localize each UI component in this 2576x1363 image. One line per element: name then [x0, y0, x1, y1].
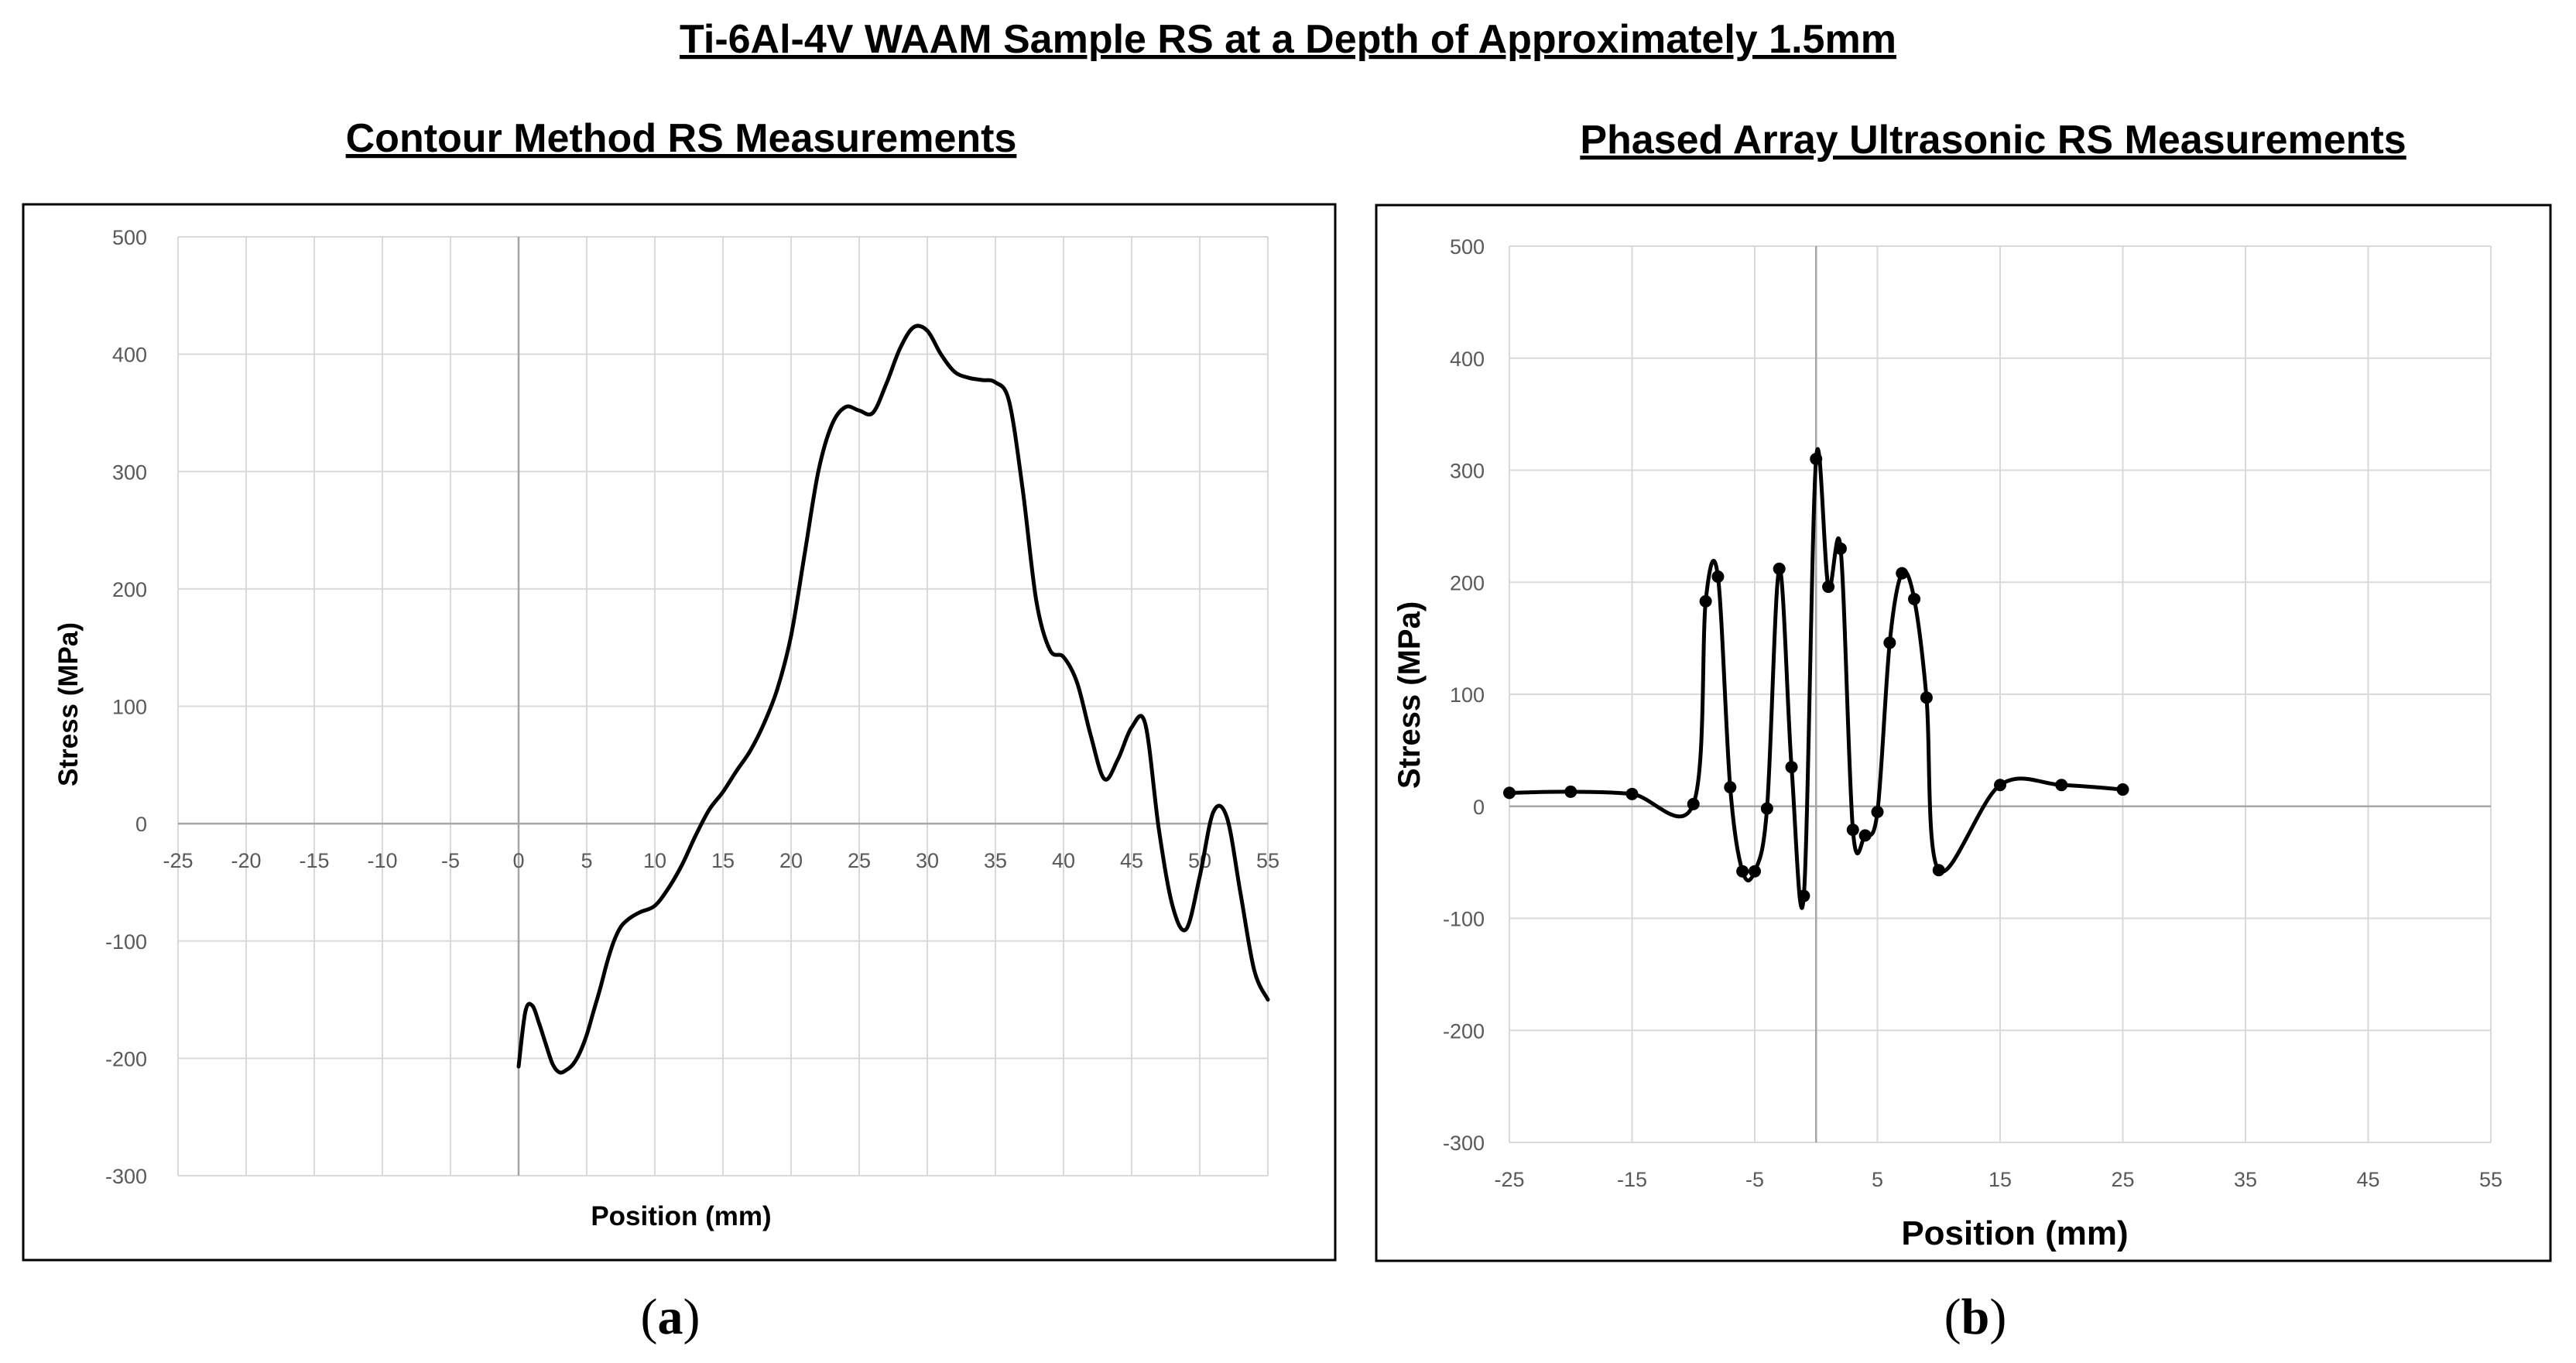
chart-a-xtick-label: 5 — [581, 849, 592, 872]
chart-a-ytick-label: 300 — [112, 461, 147, 484]
chart-a-series-line — [516, 324, 1270, 1075]
chart-b-xtick-label: 55 — [2479, 1168, 2502, 1191]
chart-a-xtick-label: 45 — [1120, 849, 1143, 872]
chart-b-data-point — [1687, 797, 1700, 810]
chart-b-xtick-label: 15 — [1989, 1168, 2012, 1191]
chart-b-data-point — [1834, 542, 1847, 555]
chart-b-data-point — [1920, 691, 1933, 704]
chart-b-data-point — [1810, 453, 1823, 466]
chart-b-xtick-label: 5 — [1872, 1168, 1883, 1191]
chart-b-data-point — [1858, 829, 1872, 842]
chart-b-data-point — [1846, 824, 1859, 837]
chart-panel-b: Phased Array Ultrasonic RS Measurements … — [1375, 118, 2552, 1262]
chart-b-data-point — [1871, 805, 1884, 818]
figure-title: Ti-6Al-4V WAAM Sample RS at a Depth of A… — [680, 17, 1896, 62]
chart-b-data-point — [1994, 779, 2006, 792]
chart-a-ytick-label: -100 — [105, 930, 147, 954]
chart-a-xtick-label: -10 — [367, 849, 397, 872]
chart-b-data-point — [1797, 889, 1810, 902]
chart-b-frame — [1375, 204, 2552, 1262]
chart-b-data-point — [1625, 787, 1639, 800]
chart-a-xtick-label: -25 — [163, 849, 193, 872]
chart-a-ytick-label: -200 — [105, 1047, 147, 1070]
chart-b-markers — [1503, 453, 2129, 902]
chart-b-ytick-label: -100 — [1443, 908, 1485, 931]
caption-a: (a) — [641, 1289, 701, 1345]
chart-a-ytick-label: 200 — [112, 578, 147, 601]
chart-b-ytick-label: -300 — [1443, 1132, 1485, 1155]
chart-a-gridlines — [177, 236, 1269, 1176]
chart-a-series — [516, 324, 1270, 1075]
chart-b-ytick-label: 100 — [1450, 683, 1485, 707]
chart-a-ytick-label: 500 — [112, 226, 147, 249]
chart-a-title: Contour Method RS Measurements — [346, 116, 1017, 161]
chart-b-ylabel: Stress (MPa) — [1392, 601, 1427, 789]
chart-a-xtick-label: -15 — [299, 849, 329, 872]
chart-b-data-point — [1932, 864, 1945, 877]
chart-b-xtick-label: 45 — [2356, 1168, 2379, 1191]
chart-b-data-point — [1785, 761, 1798, 774]
chart-b-xtick-label: -25 — [1494, 1168, 1524, 1191]
chart-b-tick-labels: -25 -15 -5 5 15 25 35 45 55 -300 -200 -100 0 100 200 30… — [1443, 235, 2502, 1191]
chart-b-data-point — [1564, 785, 1577, 798]
chart-a-ytick-label: 0 — [135, 813, 147, 836]
chart-a-ytick-label: -300 — [105, 1165, 147, 1188]
chart-b-xtick-label: -15 — [1617, 1168, 1647, 1191]
chart-panel-a: Contour Method RS Measurements -25 -20 -15… — [22, 116, 1337, 1262]
chart-b-xtick-label: 25 — [2111, 1168, 2134, 1191]
chart-b-data-point — [1896, 567, 1909, 580]
chart-b-ytick-label: 200 — [1450, 571, 1485, 594]
chart-b-data-point — [1503, 786, 1516, 800]
chart-a-xtick-label: -5 — [441, 849, 460, 872]
chart-b-ytick-label: 0 — [1473, 796, 1485, 819]
chart-a-xtick-label: -20 — [231, 849, 261, 872]
chart-a-xtick-label: 20 — [779, 849, 803, 872]
chart-b-xtick-label: -5 — [1745, 1168, 1764, 1191]
chart-b-data-point — [1908, 592, 1921, 605]
chart-b-data-point — [1736, 865, 1749, 878]
chart-b-data-point — [1883, 636, 1896, 649]
chart-b-title: Phased Array Ultrasonic RS Measurements — [1580, 118, 2406, 163]
chart-b-data-point — [2055, 779, 2068, 792]
chart-a-xtick-label: 0 — [512, 849, 524, 872]
chart-b-data-point — [1711, 570, 1725, 584]
chart-a-tick-labels: -25 -20 -15 -10 -5 0 5 10 15 20 25 30 35 40 45 50 55-300… — [105, 226, 1279, 1188]
chart-a-xtick-label: 40 — [1052, 849, 1075, 872]
chart-a-ytick-label: 100 — [112, 696, 147, 719]
chart-b-gridlines — [1509, 245, 2492, 1143]
chart-b-data-point — [1724, 781, 1737, 794]
chart-b-data-point — [1773, 562, 1786, 575]
chart-b-data-point — [2116, 783, 2129, 796]
chart-b-data-point — [1699, 594, 1712, 608]
chart-b-ytick-label: 500 — [1450, 235, 1485, 259]
chart-a-xtick-label: 30 — [916, 849, 939, 872]
chart-b-data-point — [1822, 580, 1835, 594]
chart-a-xtick-label: 55 — [1256, 849, 1279, 872]
chart-a-xtick-label: 35 — [984, 849, 1007, 872]
caption-b: (b) — [1944, 1289, 2007, 1345]
chart-a-xtick-label: 25 — [848, 849, 871, 872]
chart-b-data-point — [1760, 802, 1773, 815]
chart-a-xtick-label: 15 — [711, 849, 735, 872]
chart-b-ytick-label: -200 — [1443, 1019, 1485, 1043]
chart-a-ytick-label: 400 — [112, 344, 147, 367]
chart-b-xlabel: Position (mm) — [1901, 1214, 2128, 1252]
chart-a-frame — [22, 203, 1337, 1262]
chart-a-ylabel: Stress (MPa) — [53, 622, 84, 786]
chart-b-ytick-label: 400 — [1450, 348, 1485, 371]
chart-a-xlabel: Position (mm) — [591, 1201, 771, 1231]
chart-a-xtick-label: 10 — [643, 849, 666, 872]
chart-b-xtick-label: 35 — [2234, 1168, 2257, 1191]
chart-b-data-point — [1749, 865, 1761, 878]
chart-b-ytick-label: 300 — [1450, 460, 1485, 483]
